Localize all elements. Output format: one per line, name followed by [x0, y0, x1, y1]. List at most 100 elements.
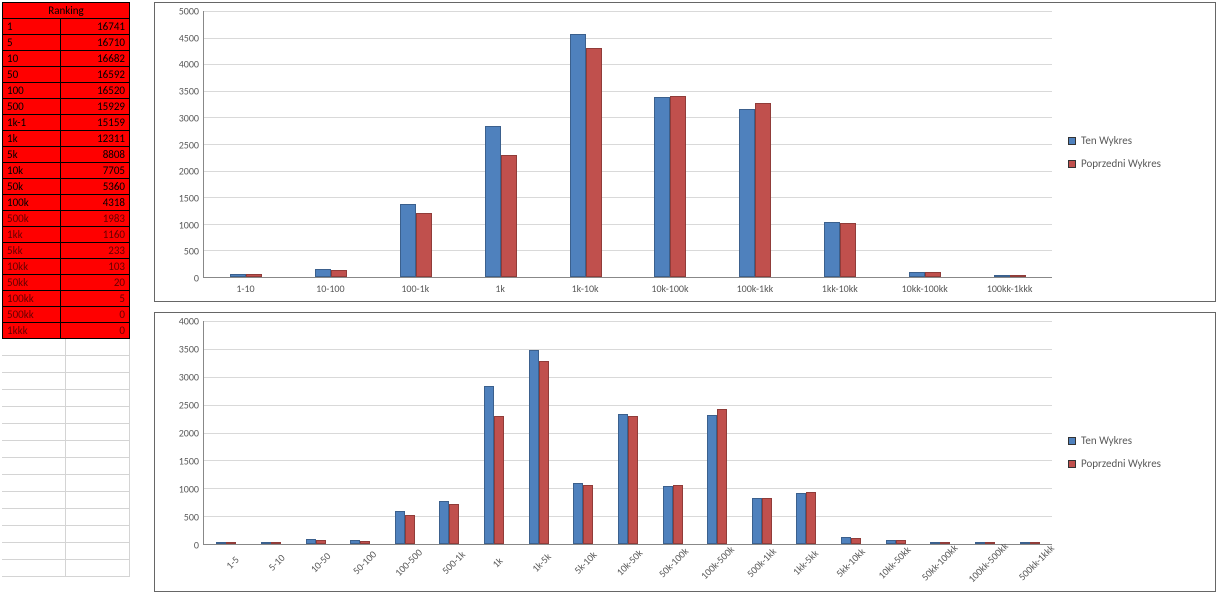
bar-series2	[1030, 542, 1040, 544]
ranking-value: 5	[61, 291, 130, 307]
bar-series2	[494, 416, 504, 544]
x-tick-label: 10kk-100kk	[882, 278, 967, 295]
bar-series1	[573, 483, 583, 544]
table-row: 116741	[3, 19, 130, 35]
ranking-value: 16682	[61, 51, 130, 67]
ranking-key: 5k	[3, 147, 61, 163]
bar-group	[204, 11, 289, 277]
x-tick-label: 1-10	[203, 278, 288, 295]
bar-series1	[485, 126, 501, 277]
bar-series2	[1010, 275, 1026, 277]
ranking-header: Ranking	[3, 3, 130, 19]
x-tick-label: 100kk-1kkk	[967, 278, 1052, 295]
bar-series1	[930, 542, 940, 544]
y-tick-label: 1500	[179, 191, 199, 204]
chart2-x-labels: 1-55-1010-5050-100100-500500-1k1k1k-5k5k…	[203, 545, 1052, 591]
y-tick-label: 3000	[179, 371, 199, 384]
legend-swatch-series1	[1068, 437, 1076, 445]
ranking-key: 1kkk	[3, 323, 61, 339]
ranking-key: 100k	[3, 195, 61, 211]
bar-series2	[673, 485, 683, 544]
table-row: 500k1983	[3, 211, 130, 227]
chart2-legend: Ten Wykres Poprzedni Wykres	[1060, 313, 1215, 591]
ranking-panel: Ranking 11674151671010166825016592100165…	[0, 0, 150, 603]
table-row: 500kk0	[3, 307, 130, 323]
bar-group	[963, 321, 1008, 544]
legend-label-series1: Ten Wykres	[1081, 134, 1132, 147]
legend-swatch-series1	[1068, 137, 1076, 145]
bar-group	[628, 11, 713, 277]
bar-series2	[925, 272, 941, 277]
bar-series1	[824, 222, 840, 277]
bar-group	[606, 321, 651, 544]
bar-group	[918, 321, 963, 544]
ranking-key: 100	[3, 83, 61, 99]
ranking-value: 15159	[61, 115, 130, 131]
chart-top: 0500100015002000250030003500400045005000…	[154, 2, 1216, 302]
bar-series2	[755, 103, 771, 277]
bar-group	[458, 11, 543, 277]
ranking-value: 12311	[61, 131, 130, 147]
bar-series1	[994, 275, 1010, 277]
table-row: 1k-115159	[3, 115, 130, 131]
bar-series1	[654, 97, 670, 277]
y-tick-label: 3000	[179, 111, 199, 124]
table-row: 1kkk0	[3, 323, 130, 339]
table-row: 1016682	[3, 51, 130, 67]
bar-group	[695, 321, 740, 544]
bar-series2	[806, 492, 816, 544]
ranking-value: 15929	[61, 99, 130, 115]
ranking-value: 20	[61, 275, 130, 291]
table-row: 5kk233	[3, 243, 130, 259]
bar-group	[472, 321, 517, 544]
bar-group	[829, 321, 874, 544]
legend-swatch-series2	[1068, 460, 1076, 468]
ranking-value: 16741	[61, 19, 130, 35]
legend-item-series1: Ten Wykres	[1068, 434, 1132, 447]
bar-group	[873, 321, 918, 544]
table-row: 10016520	[3, 83, 130, 99]
bar-group	[427, 321, 472, 544]
table-row: 5016592	[3, 67, 130, 83]
ranking-key: 1	[3, 19, 61, 35]
bar-group	[784, 321, 829, 544]
table-row: 100kk5	[3, 291, 130, 307]
table-row: 516710	[3, 35, 130, 51]
legend-item-series2: Poprzedni Wykres	[1068, 457, 1161, 470]
bar-group	[289, 11, 374, 277]
legend-item-series2: Poprzedni Wykres	[1068, 157, 1161, 170]
x-tick-label: 1k-10k	[543, 278, 628, 295]
bar-series2	[670, 96, 686, 277]
ranking-value: 5360	[61, 179, 130, 195]
x-tick-label: 100-1k	[373, 278, 458, 295]
ranking-key: 5	[3, 35, 61, 51]
y-tick-label: 4000	[179, 58, 199, 71]
ranking-key: 500kk	[3, 307, 61, 323]
chart1-x-labels: 1-1010-100100-1k1k1k-10k10k-100k100k-1kk…	[203, 278, 1052, 301]
chart-bottom: 05001000150020002500300035004000 1-55-10…	[154, 312, 1216, 592]
ranking-value: 1160	[61, 227, 130, 243]
bar-series2	[449, 504, 459, 544]
ranking-value: 4318	[61, 195, 130, 211]
bar-series1	[707, 415, 717, 544]
ranking-value: 16520	[61, 83, 130, 99]
y-tick-label: 3500	[179, 85, 199, 98]
table-row: 100k4318	[3, 195, 130, 211]
chart2-plot	[203, 321, 1052, 545]
table-row: 50015929	[3, 99, 130, 115]
ranking-key: 500k	[3, 211, 61, 227]
y-tick-label: 500	[184, 245, 199, 258]
table-row: 10kk103	[3, 259, 130, 275]
bar-group	[383, 321, 428, 544]
ranking-value: 7705	[61, 163, 130, 179]
ranking-value: 16710	[61, 35, 130, 51]
bar-series1	[400, 204, 416, 277]
legend-swatch-series2	[1068, 160, 1076, 168]
table-row: 50kk20	[3, 275, 130, 291]
table-row: 1kk1160	[3, 227, 130, 243]
bar-series1	[663, 486, 673, 544]
ranking-key: 1k-1	[3, 115, 61, 131]
bar-series2	[331, 270, 347, 277]
spreadsheet-empty-cells	[2, 339, 148, 577]
chart2-y-axis: 05001000150020002500300035004000	[163, 321, 203, 545]
